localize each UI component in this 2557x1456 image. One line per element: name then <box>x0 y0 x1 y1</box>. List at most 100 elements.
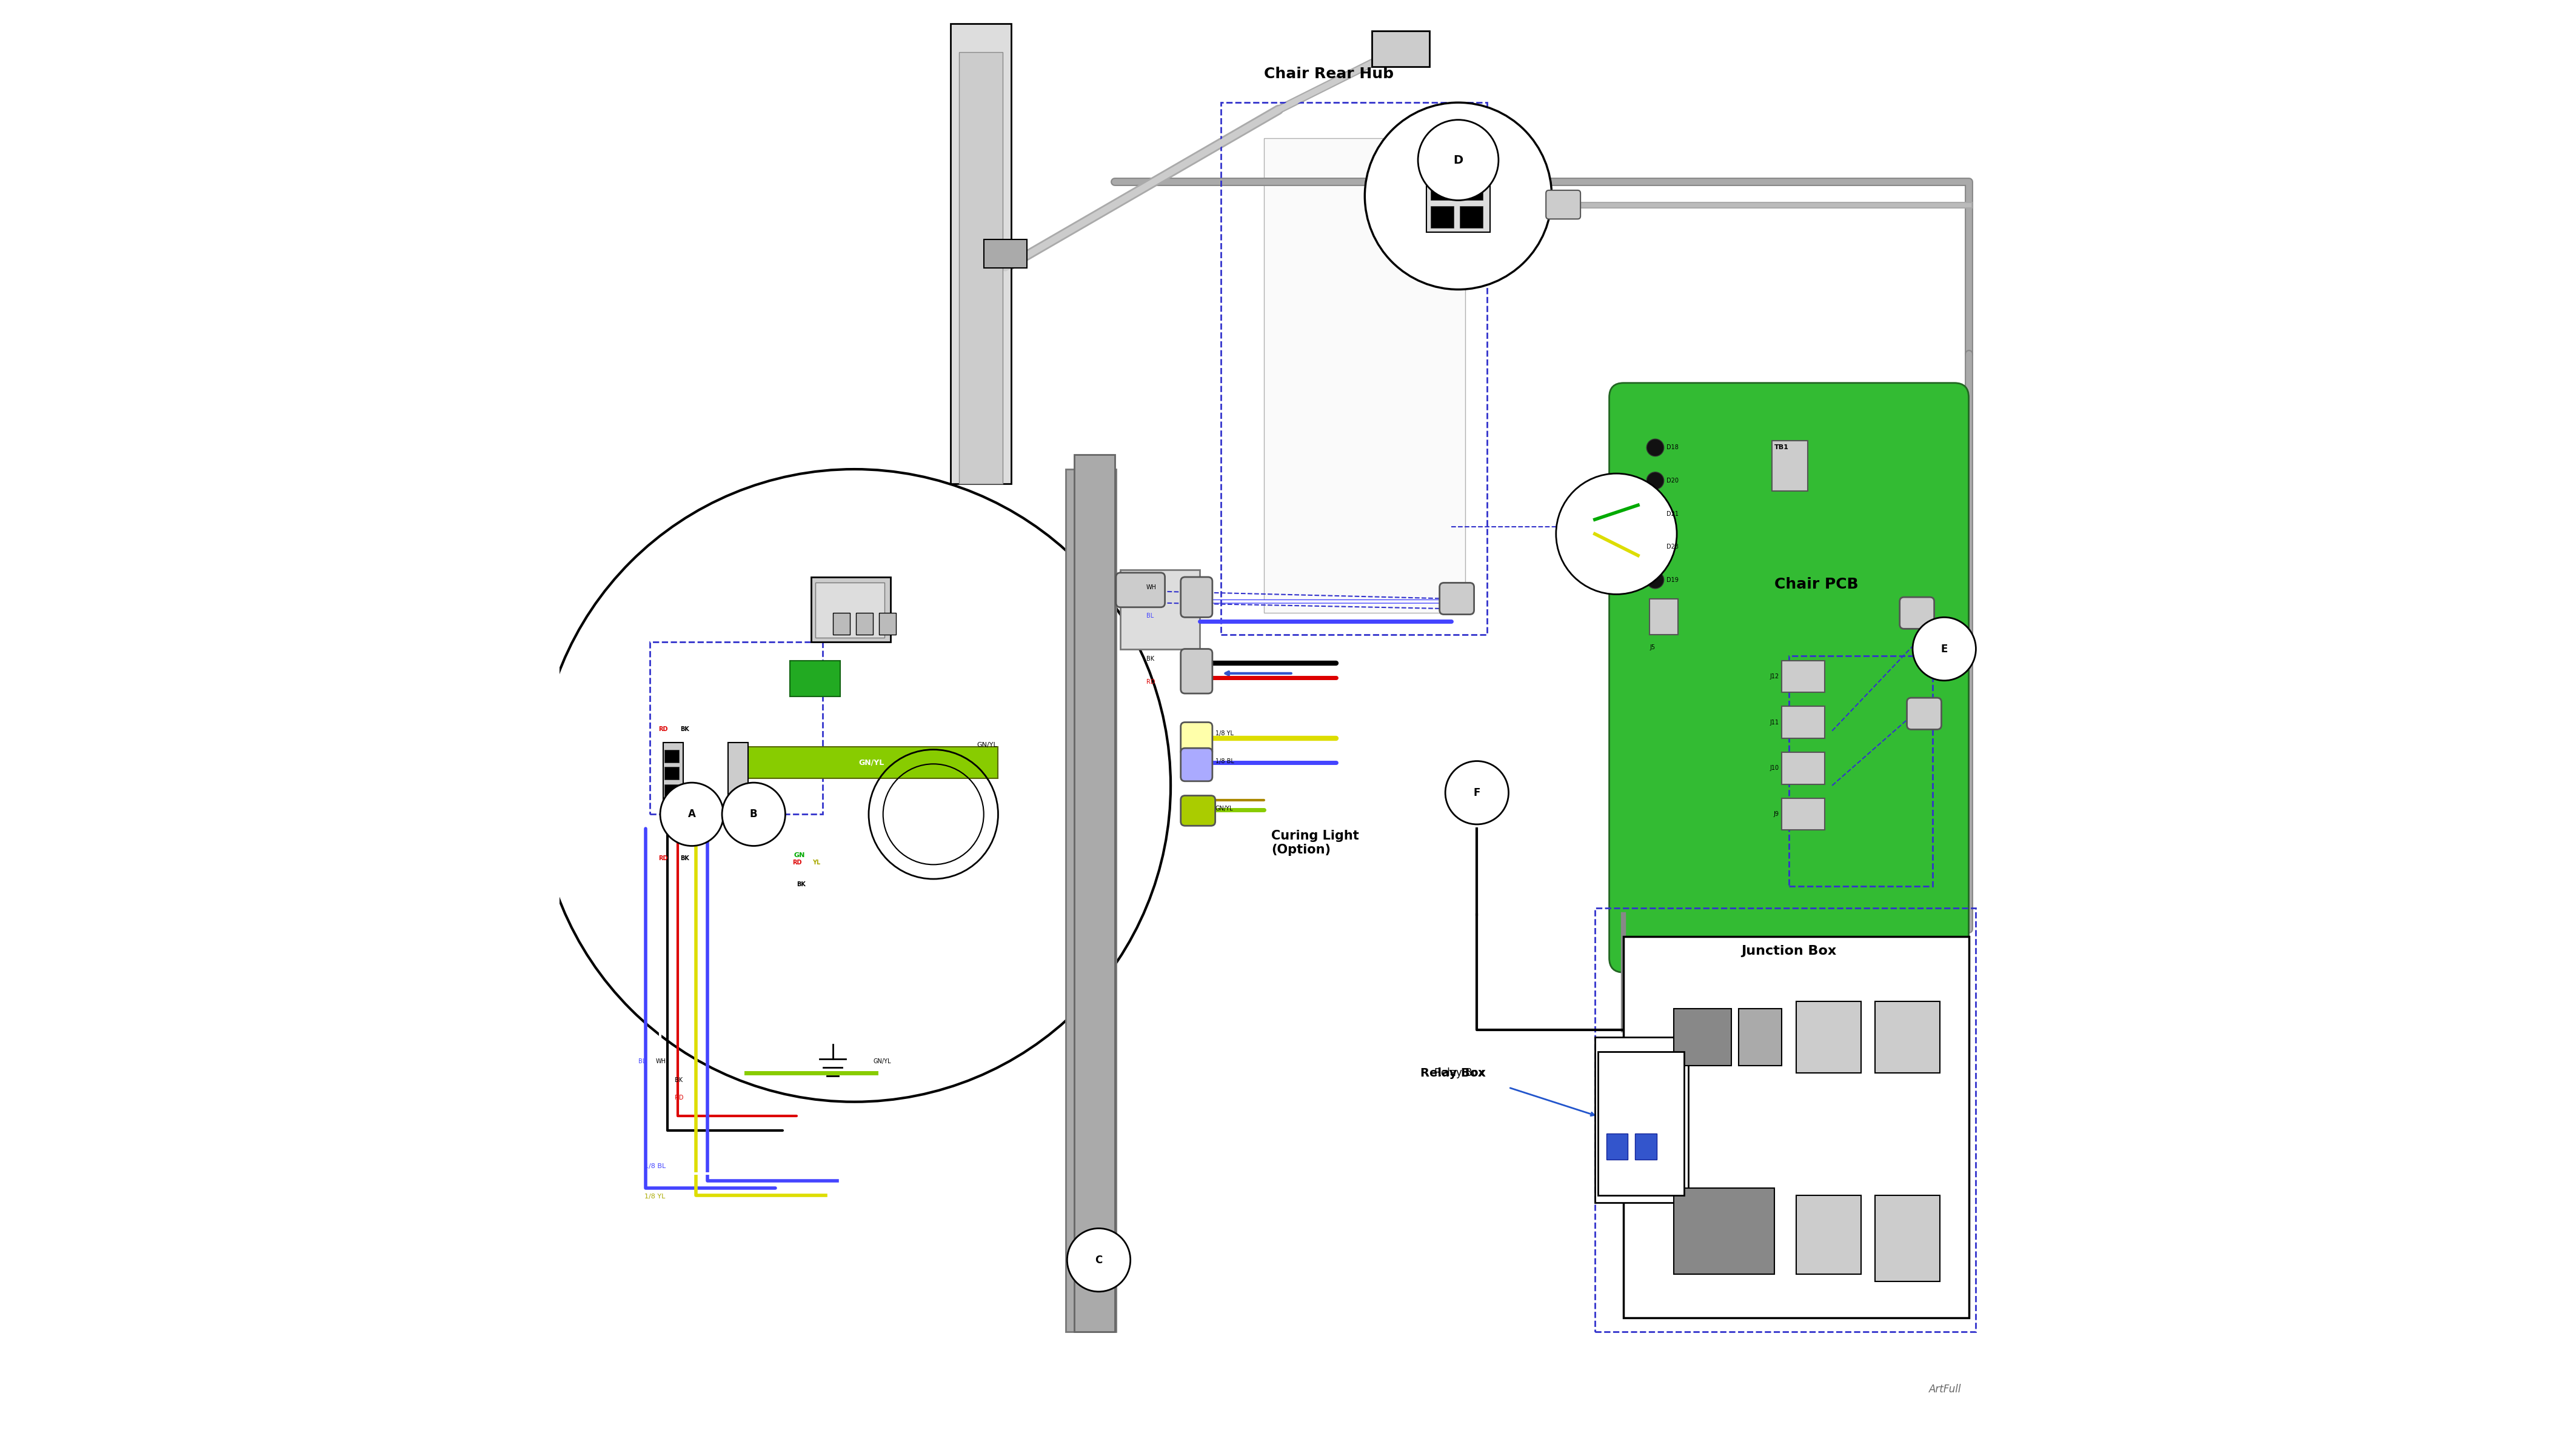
FancyBboxPatch shape <box>1181 795 1215 826</box>
Text: A: A <box>688 810 696 820</box>
Text: RD: RD <box>1146 678 1156 684</box>
Bar <box>1649 598 1677 635</box>
Circle shape <box>1557 473 1677 594</box>
Text: 1/8 YL: 1/8 YL <box>644 1194 665 1200</box>
Bar <box>1624 936 1969 1318</box>
Bar <box>857 613 872 635</box>
Text: Junction Box: Junction Box <box>1741 945 1836 957</box>
Text: GN/YL: GN/YL <box>977 743 997 748</box>
Bar <box>790 661 839 696</box>
Bar <box>816 582 885 638</box>
Circle shape <box>1647 505 1665 523</box>
Text: Relay Box: Relay Box <box>1434 1067 1483 1079</box>
Bar <box>665 785 678 796</box>
Bar <box>1795 1002 1861 1073</box>
Circle shape <box>1066 1229 1130 1291</box>
Bar <box>1263 138 1465 613</box>
Bar <box>1432 179 1455 201</box>
Text: B: B <box>749 810 757 820</box>
Bar <box>1772 440 1808 491</box>
Text: Curing Light
(Option): Curing Light (Option) <box>1271 830 1360 856</box>
Circle shape <box>537 469 1171 1102</box>
Text: 1/8 BL: 1/8 BL <box>644 1163 665 1169</box>
Text: F: F <box>1473 788 1481 798</box>
Bar <box>1066 469 1115 1332</box>
Circle shape <box>1913 617 1977 680</box>
Bar <box>662 743 683 799</box>
Circle shape <box>1365 102 1552 290</box>
FancyBboxPatch shape <box>1608 383 1969 973</box>
Bar <box>1598 1051 1685 1195</box>
Text: D: D <box>1452 154 1463 166</box>
Text: D18: D18 <box>1667 444 1680 451</box>
Circle shape <box>1647 440 1665 456</box>
Bar <box>959 52 1002 483</box>
Bar <box>1373 31 1429 67</box>
Bar <box>1634 1133 1657 1159</box>
Bar <box>1596 907 1977 1332</box>
Bar <box>1782 706 1826 738</box>
Bar <box>665 750 678 763</box>
Circle shape <box>1647 472 1665 489</box>
Text: J12: J12 <box>1769 673 1780 680</box>
Bar <box>1460 179 1483 201</box>
Text: D20: D20 <box>1667 478 1680 483</box>
Bar <box>1675 1009 1731 1066</box>
Text: E: E <box>1941 644 1948 654</box>
Text: D23: D23 <box>1667 543 1680 550</box>
FancyBboxPatch shape <box>1440 582 1473 614</box>
Bar <box>649 642 823 814</box>
Bar <box>1795 1195 1861 1274</box>
Text: BK: BK <box>675 1077 683 1083</box>
Circle shape <box>660 783 724 846</box>
Bar <box>1606 1133 1629 1159</box>
Circle shape <box>1419 119 1498 201</box>
Bar <box>1874 1195 1941 1281</box>
Text: Relay Box: Relay Box <box>1419 1067 1486 1079</box>
Bar <box>951 23 1010 483</box>
Text: WH: WH <box>657 1059 667 1064</box>
Text: Chair Rear Hub: Chair Rear Hub <box>1263 67 1394 82</box>
Circle shape <box>1647 571 1665 588</box>
Text: TB1: TB1 <box>1775 444 1790 451</box>
Bar <box>1460 207 1483 227</box>
Text: J9: J9 <box>1775 811 1780 817</box>
Bar <box>1782 753 1826 785</box>
Text: BL: BL <box>639 1059 647 1064</box>
Text: RD: RD <box>657 727 667 732</box>
FancyBboxPatch shape <box>1181 649 1212 693</box>
Bar <box>1596 1037 1688 1203</box>
Circle shape <box>1445 761 1509 824</box>
FancyBboxPatch shape <box>1181 722 1212 756</box>
Text: WH: WH <box>1146 584 1156 590</box>
FancyBboxPatch shape <box>1181 748 1212 782</box>
Text: C: C <box>1094 1255 1102 1265</box>
Text: BK: BK <box>680 856 690 862</box>
Text: BK: BK <box>798 881 805 887</box>
Bar <box>1782 798 1826 830</box>
Text: YL: YL <box>813 859 821 866</box>
Text: BK: BK <box>1146 657 1153 662</box>
FancyBboxPatch shape <box>1900 597 1933 629</box>
Text: J5: J5 <box>1649 645 1654 651</box>
Bar <box>1427 163 1491 232</box>
Bar <box>1432 207 1455 227</box>
Text: BK: BK <box>680 727 690 732</box>
Bar <box>1739 1009 1782 1066</box>
Text: D19: D19 <box>1667 577 1680 582</box>
Bar <box>1874 1002 1941 1073</box>
Bar <box>1222 102 1488 635</box>
Bar <box>1074 454 1115 1332</box>
Bar <box>665 767 678 780</box>
Text: GN/YL: GN/YL <box>859 759 885 766</box>
FancyBboxPatch shape <box>1908 697 1941 729</box>
Text: BL: BL <box>1146 613 1153 619</box>
Text: ArtFull: ArtFull <box>1928 1385 1961 1395</box>
Text: J11: J11 <box>1769 719 1780 725</box>
Circle shape <box>721 783 785 846</box>
Text: RD: RD <box>793 859 803 866</box>
Text: D21: D21 <box>1667 511 1680 517</box>
Bar <box>729 743 747 799</box>
Text: GN/YL: GN/YL <box>1215 805 1232 811</box>
Text: RD: RD <box>675 1095 683 1101</box>
